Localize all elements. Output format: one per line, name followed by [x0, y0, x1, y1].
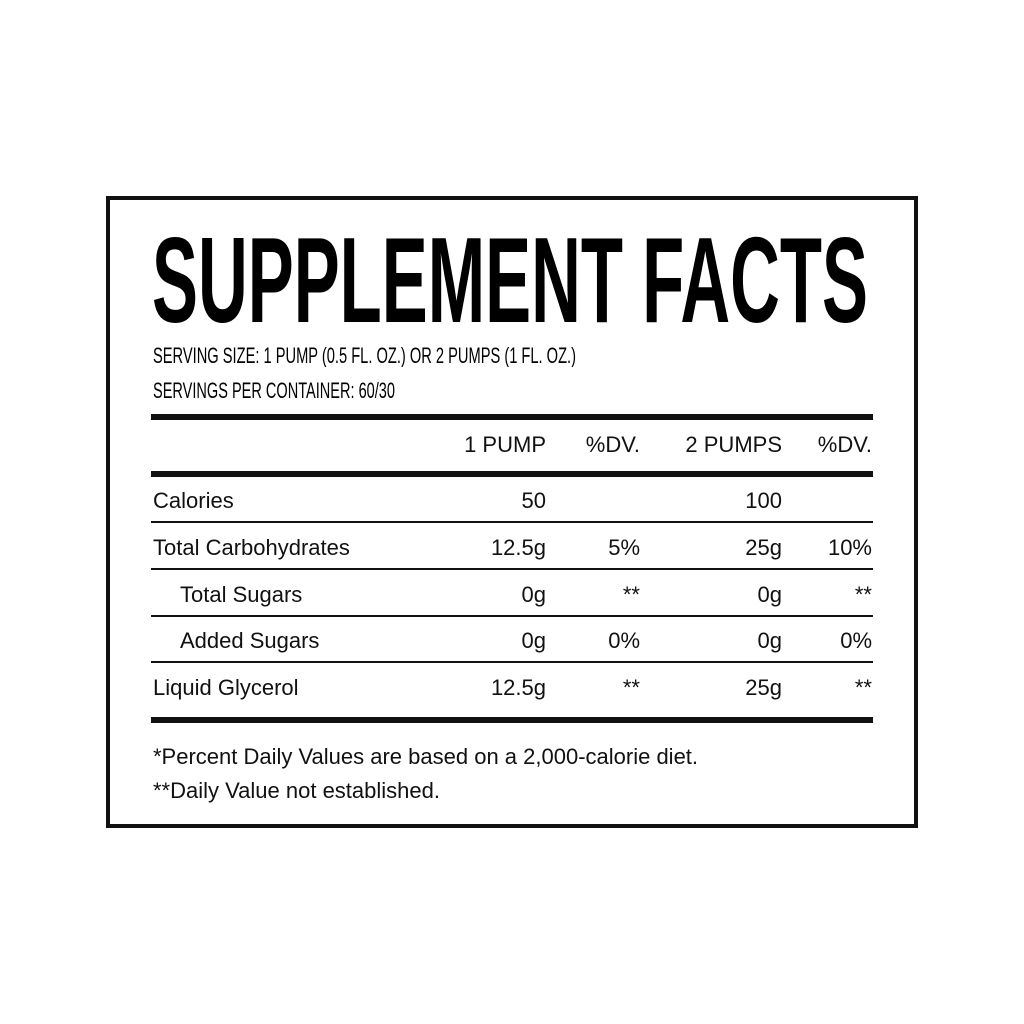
title-text: SUPPLEMENT FACTS	[152, 230, 868, 325]
thick-rule	[151, 471, 873, 477]
footnote-not-established: **Daily Value not established.	[153, 778, 440, 803]
amount-2-pumps: 25g	[745, 675, 782, 701]
amount-1-pump: 50	[521, 488, 546, 513]
header-2-pumps: 2 PUMPS	[685, 432, 782, 457]
nutrient-name: Calories	[153, 488, 234, 513]
header-1-pump: 1 PUMP	[464, 432, 546, 457]
supplement-facts-panel	[106, 196, 918, 828]
dv-2-pumps: **	[854, 675, 872, 701]
table-row: Calories 50 100	[152, 488, 872, 518]
nutrient-name: Liquid Glycerol	[153, 675, 299, 701]
servings-per-container: SERVINGS PER CONTAINER: 60/30	[153, 378, 395, 402]
amount-2-pumps: 25g	[745, 534, 782, 560]
nutrient-name: Total Sugars	[180, 581, 303, 607]
amount-1-pump: 12.5g	[490, 534, 546, 560]
dv-2-pumps: **	[854, 581, 872, 607]
header-dv-1: %DV.	[585, 432, 640, 457]
dv-2-pumps: 0%	[840, 628, 872, 654]
amount-1-pump: 0g	[521, 581, 546, 607]
amount-2-pumps: 0g	[757, 628, 782, 654]
table-row: Total Sugars 0g ** 0g **	[152, 582, 872, 612]
amount-2-pumps: 100	[745, 488, 782, 513]
title: SUPPLEMENT FACTS	[152, 230, 868, 325]
thin-rule	[151, 521, 873, 523]
amount-1-pump: 12.5g	[490, 675, 546, 701]
serving-size: SERVING SIZE: 1 PUMP (0.5 FL. OZ.) OR 2 …	[153, 343, 576, 367]
nutrient-name: Total Carbohydrates	[153, 534, 350, 560]
table-row: Total Carbohydrates 12.5g 5% 25g 10%	[152, 535, 872, 565]
header-dv-2: %DV.	[817, 432, 872, 457]
table-row: Added Sugars 0g 0% 0g 0%	[152, 628, 872, 658]
thick-rule	[151, 414, 873, 420]
table-header: 1 PUMP %DV. 2 PUMPS %DV.	[152, 432, 872, 462]
dv-1-pump: 0%	[608, 628, 640, 654]
nutrient-name: Added Sugars	[180, 628, 320, 654]
amount-1-pump: 0g	[521, 628, 546, 654]
dv-1-pump: **	[622, 581, 640, 607]
thin-rule	[151, 614, 873, 617]
thin-rule	[151, 567, 873, 570]
footnote-dv: *Percent Daily Values are based on a 2,0…	[153, 744, 699, 769]
thick-rule	[151, 717, 873, 723]
dv-1-pump: **	[622, 675, 640, 701]
table-row: Liquid Glycerol 12.5g ** 25g **	[152, 675, 872, 705]
servings-per-container-text: SERVINGS PER CONTAINER: 60/30	[153, 378, 395, 402]
thin-rule	[151, 661, 873, 664]
amount-2-pumps: 0g	[757, 581, 782, 607]
serving-size-text: SERVING SIZE: 1 PUMP (0.5 FL. OZ.) OR 2 …	[153, 343, 576, 367]
dv-1-pump: 5%	[608, 534, 640, 560]
dv-2-pumps: 10%	[827, 534, 872, 560]
